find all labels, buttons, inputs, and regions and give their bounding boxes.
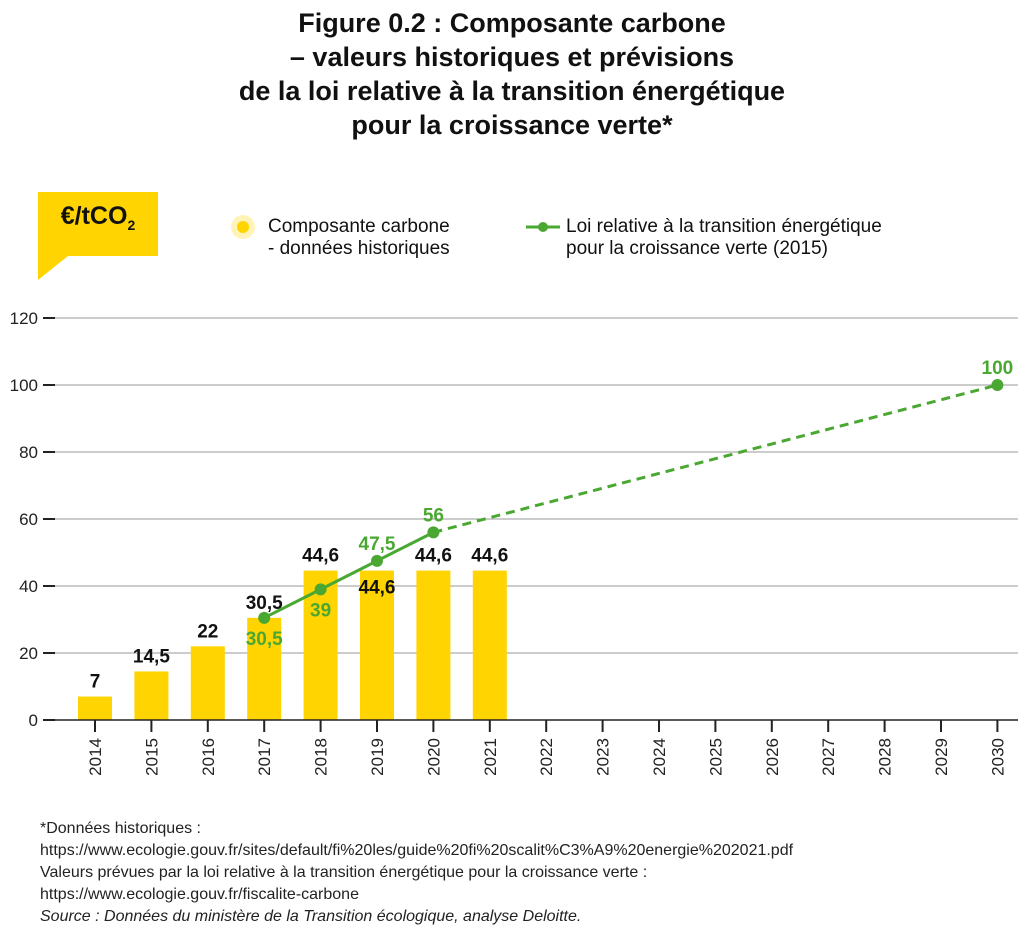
- bar-value-label: 14,5: [133, 646, 170, 667]
- bar: [247, 617, 282, 720]
- law-line: [263, 531, 435, 620]
- footnote-line-2: https://www.ecologie.gouv.fr/sites/defau…: [40, 842, 794, 859]
- bar: [190, 646, 225, 720]
- x-tick-label: 2028: [876, 738, 895, 776]
- law-value-label: 39: [310, 600, 331, 621]
- law-point: [371, 554, 383, 567]
- legend-law-icon: [526, 222, 560, 232]
- bar-value-label: 7: [90, 672, 101, 693]
- bar-value-label: 44,6: [415, 546, 452, 567]
- x-tick-label: 2014: [86, 738, 105, 776]
- y-unit-label: €/tCO2: [42, 202, 154, 233]
- law-value-label: 47,5: [359, 534, 396, 555]
- title-line-3: de la loi relative à la transition énerg…: [238, 76, 786, 106]
- x-tick-label: 2026: [763, 738, 782, 776]
- unit-badge: [38, 192, 158, 280]
- y-tick-label: 120: [10, 309, 38, 328]
- footnote-line-3: Valeurs prévues par la loi relative à la…: [40, 864, 648, 881]
- x-tick-label: 2029: [932, 738, 951, 776]
- y-tick-label: 0: [29, 711, 38, 730]
- legend-historical: Composante carbone - données historiques: [268, 216, 450, 260]
- legend-historical-line-1: Composante carbone: [268, 216, 450, 237]
- footnote: *Données historiques : https://www.ecolo…: [40, 818, 793, 928]
- bar: [134, 671, 169, 720]
- law-point: [427, 526, 440, 539]
- unit-badge-shape: [38, 192, 158, 280]
- law-projection-line: [433, 383, 998, 534]
- x-tick-label: 2019: [368, 738, 387, 776]
- bar-value-label: 22: [197, 621, 218, 642]
- y-unit-main: €/tCO: [60, 202, 128, 230]
- x-tick-label: 2020: [424, 738, 443, 776]
- y-tick-label: 80: [19, 443, 38, 462]
- x-tick-label: 2017: [255, 738, 274, 776]
- title-line-2: – valeurs historiques et prévisions: [289, 42, 735, 72]
- bar: [416, 570, 451, 720]
- footnote-source: Source : Données du ministère de la Tran…: [40, 908, 582, 925]
- footnote-line-4: https://www.ecologie.gouv.fr/fiscalite-c…: [40, 886, 359, 903]
- title-line-1: Figure 0.2 : Composante carbone: [298, 8, 726, 38]
- bar: [360, 570, 394, 720]
- x-tick-label: 2018: [312, 738, 331, 776]
- law-point: [258, 611, 271, 624]
- y-tick-label: 40: [19, 577, 38, 596]
- x-tick-label: 2022: [537, 738, 556, 776]
- legend-law-line-1: Loi relative à la transition énergétique: [566, 216, 882, 237]
- footnote-line-1: *Données historiques :: [40, 820, 201, 837]
- y-tick-label: 100: [10, 376, 38, 395]
- law-value-label: 30,5: [246, 629, 283, 650]
- y-tick-label: 20: [19, 644, 38, 663]
- y-unit-sub: 2: [127, 217, 136, 233]
- bar-value-label: 44,6: [302, 546, 339, 567]
- bar: [78, 696, 112, 720]
- x-tick-label: 2016: [199, 738, 218, 776]
- legend-law: Loi relative à la transition énergétique…: [566, 216, 882, 260]
- bar-value-label: 44,6: [471, 546, 508, 567]
- x-tick-label: 2024: [650, 738, 669, 776]
- law-value-label: 56: [423, 505, 444, 526]
- x-tick-label: 2023: [594, 738, 613, 776]
- bar-value-label: 30,5: [246, 593, 283, 614]
- legend-historical-line-2: - données historiques: [268, 238, 450, 259]
- title-line-4: pour la croissance verte*: [351, 110, 673, 140]
- x-tick-label: 2027: [819, 738, 838, 776]
- law-projection-label: 100: [982, 358, 1014, 379]
- legend-historical-icon: [231, 215, 255, 239]
- law-projection-point: [991, 379, 1004, 391]
- legend-law-line-2: pour la croissance verte (2015): [566, 238, 828, 259]
- x-tick-label: 2015: [142, 738, 161, 776]
- x-tick-label: 2021: [481, 738, 500, 776]
- bar-value-label: 44,6: [359, 578, 396, 599]
- chart-title: Figure 0.2 : Composante carbone – valeur…: [0, 6, 1024, 142]
- x-tick-label: 2030: [988, 738, 1007, 776]
- bar: [472, 570, 507, 720]
- x-tick-label: 2025: [706, 738, 725, 776]
- y-tick-label: 60: [19, 510, 38, 529]
- law-point: [314, 583, 327, 596]
